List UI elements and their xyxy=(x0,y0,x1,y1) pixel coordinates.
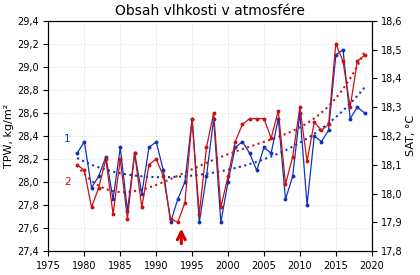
Text: 1: 1 xyxy=(64,134,71,144)
Title: Obsah vlhkosti v atmosfére: Obsah vlhkosti v atmosfére xyxy=(115,4,305,18)
Y-axis label: SAT, °C: SAT, °C xyxy=(406,115,416,156)
Y-axis label: TPW, kg/m²: TPW, kg/m² xyxy=(4,104,14,168)
Text: 2: 2 xyxy=(64,177,71,188)
